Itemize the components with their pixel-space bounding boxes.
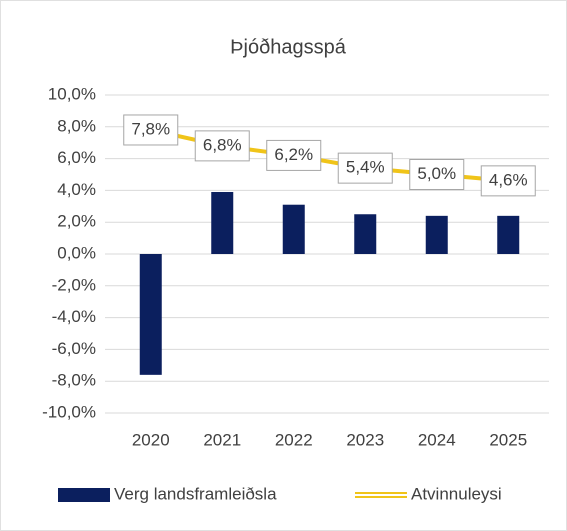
data-label-box [409,159,465,190]
bar [282,204,305,254]
x-tick-label: 2021 [203,430,241,449]
legend-label: Atvinnuleysi [411,484,502,503]
data-label: 5,4% [346,158,385,177]
legend-label: Verg landsframleiðsla [114,484,277,503]
data-label: 6,2% [274,145,313,164]
y-tick-label: 2,0% [57,212,96,231]
bar [497,215,520,254]
data-label: 6,8% [203,135,242,154]
y-tick-label: -8,0% [52,371,96,390]
x-tick-label: 2020 [132,430,170,449]
data-label: 7,8% [131,119,170,138]
data-label-box [480,165,536,197]
x-tick-label: 2023 [346,430,384,449]
y-tick-label: 8,0% [57,116,96,135]
x-tick-label: 2025 [489,430,527,449]
x-tick-label: 2022 [275,430,313,449]
y-tick-label: -2,0% [52,275,96,294]
legend-swatch [58,488,110,502]
y-tick-label: -4,0% [52,307,96,326]
data-label: 4,6% [489,170,528,189]
y-tick-label: -10,0% [42,402,96,421]
y-tick-label: 4,0% [57,180,96,199]
x-tick-label: 2024 [418,430,456,449]
chart-title: Þjóðhagsspá [230,36,347,58]
y-tick-label: 10,0% [48,84,96,103]
data-label-box [123,114,179,146]
y-tick-label: 6,0% [57,148,96,167]
data-label-box [337,152,393,184]
data-label-box [266,139,322,171]
y-tick-label: 0,0% [57,243,96,262]
bar [354,214,377,254]
bar [139,254,162,375]
bar [425,215,448,254]
bar [211,191,234,254]
data-label-box [194,130,250,162]
data-label: 5,0% [417,164,456,183]
y-tick-label: -6,0% [52,339,96,358]
